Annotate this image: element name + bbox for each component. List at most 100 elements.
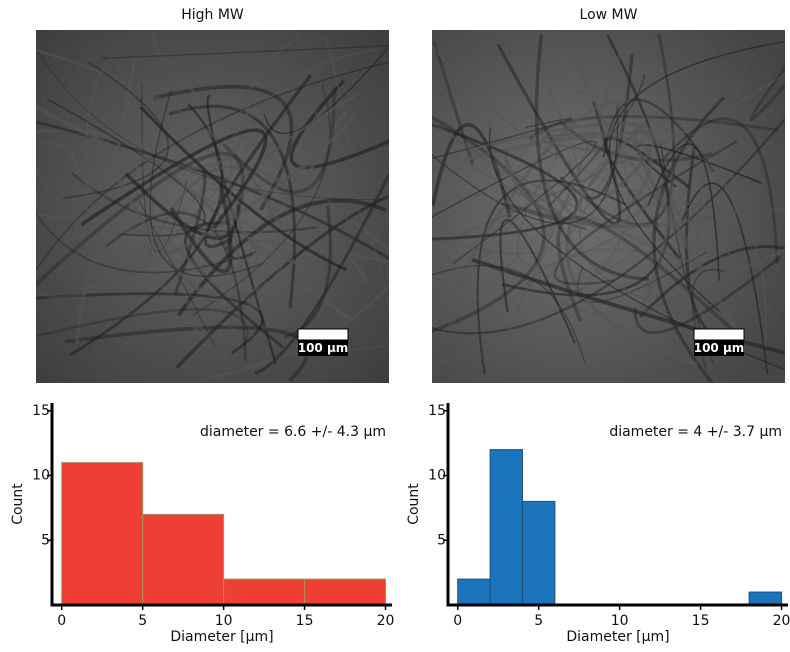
fiber bbox=[484, 248, 785, 351]
micrograph: 100 µm bbox=[36, 30, 389, 383]
image-title: High MW bbox=[181, 7, 244, 23]
fiber bbox=[222, 87, 337, 194]
fiber bbox=[81, 137, 335, 291]
fiber bbox=[608, 41, 785, 312]
fiber bbox=[659, 42, 710, 235]
fiber bbox=[556, 215, 740, 337]
fiber bbox=[36, 139, 350, 328]
fiber bbox=[69, 57, 137, 190]
fiber bbox=[652, 96, 725, 383]
fiber bbox=[169, 182, 233, 274]
fiber bbox=[169, 303, 215, 340]
fiber bbox=[206, 94, 277, 365]
fiber bbox=[176, 198, 387, 317]
annotation: diameter = 4 +/- 3.7 µm bbox=[609, 424, 782, 440]
fiber bbox=[680, 182, 769, 375]
x-tick-label: 20 bbox=[377, 613, 395, 629]
x-tick-label: 15 bbox=[692, 613, 710, 629]
y-tick-label: 15 bbox=[32, 403, 50, 419]
fiber bbox=[432, 106, 619, 225]
bar bbox=[521, 500, 556, 606]
micrograph-background bbox=[432, 30, 785, 383]
fiber bbox=[432, 264, 586, 363]
fiber bbox=[579, 108, 733, 321]
fiber bbox=[639, 167, 674, 311]
fiber bbox=[639, 245, 785, 319]
fibers bbox=[36, 32, 389, 382]
fiber bbox=[432, 181, 575, 344]
fiber bbox=[749, 64, 785, 122]
fiber bbox=[152, 32, 389, 252]
fiber bbox=[36, 61, 389, 272]
fiber bbox=[432, 45, 582, 255]
fiber bbox=[647, 143, 720, 281]
fiber bbox=[254, 173, 389, 376]
fiber bbox=[463, 134, 654, 212]
fiber bbox=[541, 131, 662, 153]
fiber bbox=[36, 47, 389, 201]
fiber bbox=[217, 48, 378, 159]
fiber bbox=[168, 104, 297, 308]
fiber bbox=[36, 48, 281, 242]
fiber bbox=[138, 199, 216, 346]
fiber bbox=[432, 122, 512, 218]
fiber bbox=[684, 146, 710, 333]
fiber bbox=[229, 34, 303, 320]
fiber bbox=[175, 194, 389, 369]
fiber bbox=[432, 110, 630, 366]
fiber bbox=[602, 98, 715, 173]
fiber bbox=[91, 130, 219, 297]
annotation: diameter = 6.6 +/- 4.3 µm bbox=[200, 424, 386, 440]
fiber bbox=[432, 117, 785, 335]
fiber bbox=[558, 118, 714, 163]
fiber bbox=[183, 221, 284, 349]
fiber bbox=[234, 92, 360, 272]
fiber bbox=[203, 74, 313, 249]
micrograph: 100 µm bbox=[432, 30, 785, 383]
fiber bbox=[432, 140, 597, 265]
fiber bbox=[149, 139, 282, 259]
fiber bbox=[553, 139, 738, 286]
y-tick-label: 10 bbox=[428, 468, 446, 484]
x-tick-label: 0 bbox=[453, 613, 462, 629]
scale-bar bbox=[693, 328, 745, 341]
scale-bar-label-bg bbox=[298, 340, 348, 356]
bar bbox=[61, 462, 144, 606]
fiber bbox=[499, 218, 576, 344]
fiber bbox=[528, 115, 779, 140]
fiber bbox=[432, 44, 785, 211]
fiber bbox=[63, 61, 170, 199]
fiber bbox=[558, 60, 749, 287]
fiber bbox=[130, 305, 273, 338]
bar bbox=[748, 591, 783, 606]
fiber bbox=[36, 212, 257, 274]
x-tick-label: 10 bbox=[611, 613, 629, 629]
fiber bbox=[195, 177, 357, 293]
fiber bbox=[534, 33, 650, 281]
fiber bbox=[696, 166, 761, 294]
fiber bbox=[102, 45, 389, 60]
x-axis-label: Diameter [µm] bbox=[566, 629, 669, 645]
fiber bbox=[139, 106, 348, 272]
x-tick-label: 5 bbox=[534, 613, 543, 629]
fiber bbox=[149, 90, 264, 278]
fiber bbox=[36, 213, 389, 263]
fiber bbox=[663, 117, 779, 264]
x-axis-label: Diameter [µm] bbox=[170, 629, 273, 645]
y-tick-label: 5 bbox=[41, 532, 50, 548]
fiber bbox=[153, 84, 294, 211]
x-tick-label: 15 bbox=[296, 613, 314, 629]
fiber bbox=[432, 70, 539, 229]
fiber bbox=[119, 249, 389, 351]
bar bbox=[457, 578, 491, 606]
x-tick-label: 20 bbox=[773, 613, 790, 629]
fiber bbox=[101, 79, 146, 197]
fiber bbox=[36, 292, 264, 355]
fiber bbox=[149, 171, 287, 304]
fiber bbox=[476, 179, 627, 375]
x-tick-label: 5 bbox=[138, 613, 147, 629]
image-title: Low MW bbox=[580, 7, 638, 23]
y-tick-label: 10 bbox=[32, 468, 50, 484]
fiber bbox=[80, 128, 268, 229]
